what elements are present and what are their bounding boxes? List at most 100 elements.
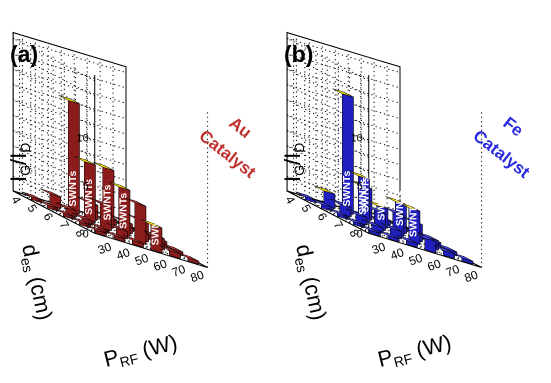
swnt-bar-top [92,161,115,171]
panel-label: (a) [10,41,38,67]
z-axis-label-part: G [291,165,307,176]
bar [332,88,354,215]
x-axis-ticks: 30 40 50 60 70 80 [370,239,480,285]
x-axis-label: PRF (W) [375,329,454,373]
swnt-label: SWNTs [359,176,371,212]
x-axis-label-part: P [101,344,121,372]
bar [433,245,455,260]
y-tick-label: 6 [40,210,56,223]
bar [69,216,91,229]
x-axis-ticks: 30 40 50 60 70 80 [96,239,206,285]
y-axis-label-part: d [291,242,318,259]
bar-front [134,202,147,246]
panel-label: (b) [284,41,313,67]
x-axis-label-part: P [375,344,395,372]
x-tick-label: 60 [151,256,169,274]
z-tick-label: 5 [357,180,363,192]
y-axis-label-part: (cm) [23,268,58,322]
bar-top [104,230,125,240]
z-axis-label-part: I [280,176,305,182]
bar [348,170,370,223]
bar-top [159,245,181,255]
y-tick-label: 7 [330,219,346,232]
bar [451,252,474,265]
bar [396,234,418,248]
y-tick-label: 4 [8,194,24,207]
z-tick-label: 10 [351,132,363,144]
z-tick-label: 0 [357,228,363,240]
x-axis-label: PRF (W) [101,329,180,373]
bar [159,245,181,260]
swnt-bar-top [313,185,336,195]
y-tick-label: 6 [314,210,330,223]
y-axis-label-part: es [292,256,311,274]
bar-top [433,245,455,255]
x-tick-label: 70 [444,262,462,280]
bar-top [359,224,381,234]
bar [124,197,147,246]
bar-top [177,252,200,262]
bar [85,224,107,237]
bar-top [69,216,91,226]
swnt-label: SWNTs [67,170,79,206]
bar-top [345,208,368,218]
bar-top [377,230,400,240]
bar [414,232,437,254]
bar-top [21,191,43,201]
swnt-bar-top [140,219,163,229]
bar-top [361,219,384,228]
bar-top [343,216,365,226]
z-axis-label-part: D [291,143,307,153]
bar [295,191,317,204]
bar [177,252,200,265]
bars [295,88,474,265]
x-tick-label: 80 [188,267,206,285]
bar-top [53,208,75,217]
swnt-label: SWNTs [341,170,353,206]
bar-top [382,206,405,216]
bar-top [295,191,317,201]
x-tick-label: 30 [96,239,114,257]
swnt-labels: SWNTs SWNTs SWNTs SWNTs SWNTs [67,170,162,245]
bar [359,224,381,237]
bar-top [329,198,352,208]
annotation-line1: Fe [500,113,527,140]
z-axis-label-part: G [17,165,33,176]
x-tick-label: 40 [114,245,132,263]
bars [21,95,200,265]
swnt-bar-top [348,170,370,180]
x-tick-label: 50 [133,251,151,269]
x-tick-label: 40 [388,245,406,263]
x-tick-label: 50 [407,251,425,269]
bar-top [311,198,333,208]
swnt-bar-top [398,202,421,212]
y-axis-label: des (cm) [15,242,57,323]
bar-top [40,188,61,198]
z-axis-ticks: 0 5 10 [351,132,363,240]
swnt-bar-top [366,200,389,210]
bar-top [417,232,439,241]
bar [122,234,144,248]
swnt-bar-top [108,181,131,191]
y-tick-label: 7 [56,219,72,232]
bar [108,181,131,237]
bar-top [72,212,93,222]
z-axis-label-part: /I [6,153,31,165]
z-axis-ticks: 0 5 10 [77,132,89,240]
x-axis-label-part: (W) [134,329,180,363]
bar [140,219,163,254]
swnt-label: SWNTs [407,201,419,237]
bar [53,208,75,221]
bar [398,202,421,246]
bar [74,156,96,223]
bar-top [161,243,184,253]
y-tick-label: 5 [24,202,40,215]
y-axis-label-part: d [17,242,44,259]
z-axis-label: IG/ID [280,143,307,182]
y-axis-label: des (cm) [289,242,331,323]
bar [377,230,400,243]
swnt-label: SWNTs [149,209,161,245]
